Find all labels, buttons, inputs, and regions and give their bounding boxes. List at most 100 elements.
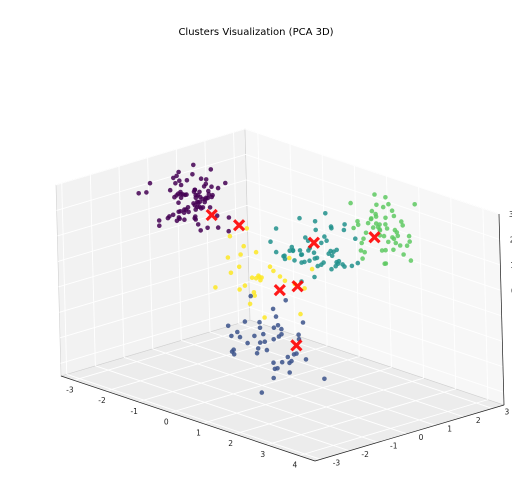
data-point	[203, 195, 209, 201]
grid-line	[60, 306, 250, 364]
data-point	[395, 233, 401, 239]
data-point	[262, 339, 268, 345]
data-point	[235, 329, 240, 335]
data-point	[407, 239, 413, 244]
data-point	[283, 298, 289, 303]
grid-line	[298, 399, 489, 457]
data-point	[279, 326, 284, 332]
data-point	[383, 222, 388, 227]
data-point	[192, 187, 198, 193]
data-point	[292, 258, 297, 263]
data-point	[192, 203, 198, 208]
data-point	[238, 252, 243, 257]
axis-edges	[60, 213, 505, 462]
data-point	[277, 274, 283, 279]
data-point	[302, 259, 307, 265]
data-point	[270, 306, 276, 312]
data-point	[377, 228, 383, 233]
grid-line	[181, 339, 436, 426]
data-point	[176, 209, 181, 215]
data-point	[227, 233, 233, 239]
data-point	[389, 208, 395, 213]
grid-line	[266, 388, 456, 446]
data-point	[303, 235, 308, 240]
grid-line	[321, 154, 328, 346]
centroid-marker	[291, 280, 304, 293]
data-point	[273, 249, 279, 255]
data-point	[186, 209, 191, 215]
data-point	[276, 334, 282, 339]
grid-line	[105, 334, 296, 392]
z-tick-label: 1	[510, 261, 512, 270]
data-point	[372, 192, 377, 197]
data-point	[391, 213, 397, 219]
grid-line	[123, 356, 379, 443]
data-point	[302, 286, 307, 291]
data-point	[257, 319, 262, 325]
data-point	[400, 223, 406, 228]
grid-line	[247, 230, 502, 317]
data-point	[340, 262, 345, 267]
grid-line	[246, 204, 502, 291]
data-point	[355, 219, 360, 224]
data-point	[223, 180, 228, 186]
y-tick-label: 3	[505, 407, 510, 416]
data-point	[319, 240, 324, 246]
data-point	[197, 194, 203, 200]
data-point	[349, 263, 355, 269]
data-point	[207, 205, 213, 210]
data-point	[348, 200, 353, 206]
data-point	[368, 216, 374, 222]
data-point	[215, 225, 221, 230]
y-tick-label: 2	[476, 416, 481, 425]
data-point	[213, 285, 218, 290]
data-point	[262, 315, 267, 320]
data-point	[254, 351, 260, 356]
data-point	[370, 225, 376, 230]
data-point	[226, 215, 232, 220]
data-point	[287, 255, 292, 261]
data-point	[259, 390, 265, 395]
axis-panes	[55, 128, 505, 462]
data-point	[322, 234, 327, 239]
data-point	[342, 222, 347, 227]
x-tick-label: 4	[293, 461, 298, 470]
data-point	[401, 252, 406, 257]
data-point	[294, 351, 299, 356]
data-point	[237, 334, 243, 340]
data-point	[303, 357, 309, 362]
data-point	[333, 263, 339, 269]
data-point	[334, 247, 340, 253]
data-point	[197, 189, 202, 195]
x-tick-label: -3	[66, 385, 74, 394]
y-axis-line	[314, 404, 505, 462]
data-point	[215, 185, 221, 191]
data-point	[380, 204, 386, 210]
data-point	[282, 253, 287, 258]
chart-title: Clusters Visualization (PCA 3D)	[178, 27, 333, 38]
data-point	[191, 162, 196, 168]
data-point	[190, 172, 195, 177]
data-point	[271, 268, 276, 274]
data-point	[203, 177, 209, 182]
data-point	[214, 213, 220, 218]
data-point	[399, 219, 404, 224]
data-point	[165, 215, 171, 221]
data-point	[355, 260, 361, 266]
data-point	[297, 215, 302, 221]
data-point	[300, 320, 306, 325]
data-point	[313, 227, 319, 233]
data-point	[248, 293, 253, 299]
centroid-marker	[368, 231, 381, 244]
data-point	[383, 215, 388, 221]
z-axis-line	[498, 213, 505, 406]
data-point	[312, 274, 317, 280]
data-point	[253, 249, 259, 255]
data-point	[353, 236, 358, 241]
data-point	[178, 195, 184, 201]
data-point	[273, 314, 279, 319]
data-point	[249, 275, 255, 281]
data-points	[136, 162, 418, 395]
grid-line	[482, 208, 489, 400]
